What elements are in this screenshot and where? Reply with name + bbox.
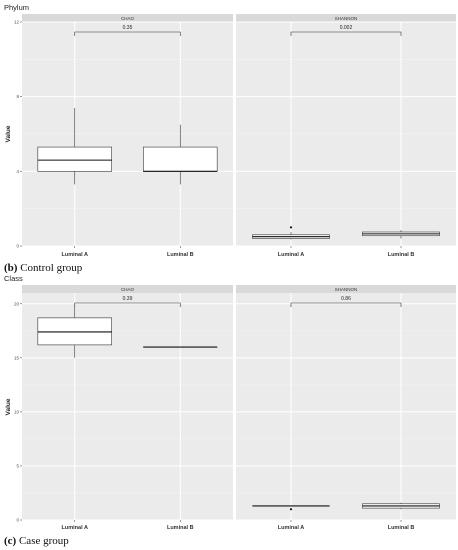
box-luminal-a [37,107,112,185]
facet-strip [236,14,456,22]
x-tick-label: Luminal B [167,525,194,531]
panel-shannon: SHANNON 0.002 Luminal A Luminal B [236,14,456,258]
y-tick-label: 4 [16,169,19,174]
significance-bracket [290,302,402,307]
case-caption-label: (c) [4,535,17,547]
facet-strip-label: CHAO [121,287,135,292]
box-luminal-b [362,502,440,510]
p-value-label: 0.86 [341,296,351,302]
y-axis-label: Value [5,125,12,142]
chart-title: Class [4,274,23,283]
facet-strip [236,285,456,293]
facet-strip-label: SHANNON [335,16,358,21]
y-tick-label: 0 [16,244,19,249]
y-tick-label: 15 [14,355,20,360]
significance-bracket [74,302,181,307]
outlier-point [289,226,293,229]
p-value-label: 0.35 [123,25,133,31]
box-body [143,146,218,172]
facet-strip [22,285,233,293]
panel-chao: CHAO 0.39 Luminal A Luminal B [22,285,233,531]
case-caption-text: Case group [18,535,69,547]
control-caption-label: (b) [4,262,18,274]
box-luminal-b [143,124,218,185]
p-value-label: 0.002 [340,25,353,31]
y-tick-label: 10 [14,409,20,414]
panel-chao: CHAO 0.35 Luminal A Luminal B [22,14,233,258]
y-tick-label: 8 [16,94,19,99]
significance-bracket [74,31,181,36]
case-group-caption: (c) Case group [4,535,69,547]
x-tick-label: Luminal B [388,525,415,531]
y-axis-label: Value [5,398,12,415]
control-caption-text: Control group [20,262,83,274]
x-tick-label: Luminal A [62,252,88,258]
y-tick-label: 5 [16,463,19,468]
chart-phylum: Phylum Value CHAO 0.35 Luminal A Luminal B 0 4 8… [4,3,456,258]
facet-strip [22,14,233,22]
chart-class: Class Value CHAO 0.39 Luminal A Luminal B 0 5 10… [4,274,456,531]
x-tick-label: Luminal A [62,525,88,531]
outlier-point [289,508,293,511]
p-value-label: 0.39 [123,296,133,302]
x-tick-label: Luminal A [278,525,304,531]
chart-title: Phylum [4,3,29,12]
x-tick-label: Luminal B [167,252,194,258]
facet-strip-label: SHANNON [335,287,358,292]
panel-background [236,293,456,520]
box-luminal-a [37,303,112,358]
box-luminal-b [362,230,440,239]
x-tick-label: Luminal A [278,252,304,258]
facet-strip-label: CHAO [121,16,135,21]
box-luminal-a [252,505,330,511]
panel-shannon: SHANNON 0.86 Luminal A Luminal B [236,285,456,531]
y-tick-label: 20 [14,301,20,306]
box-luminal-a [252,226,330,240]
y-tick-label: 0 [16,518,19,523]
box-body [37,146,112,172]
significance-bracket [290,31,402,36]
x-tick-label: Luminal B [388,252,415,258]
y-tick-label: 12 [14,20,20,25]
control-group-caption: (b) Control group [4,262,82,274]
